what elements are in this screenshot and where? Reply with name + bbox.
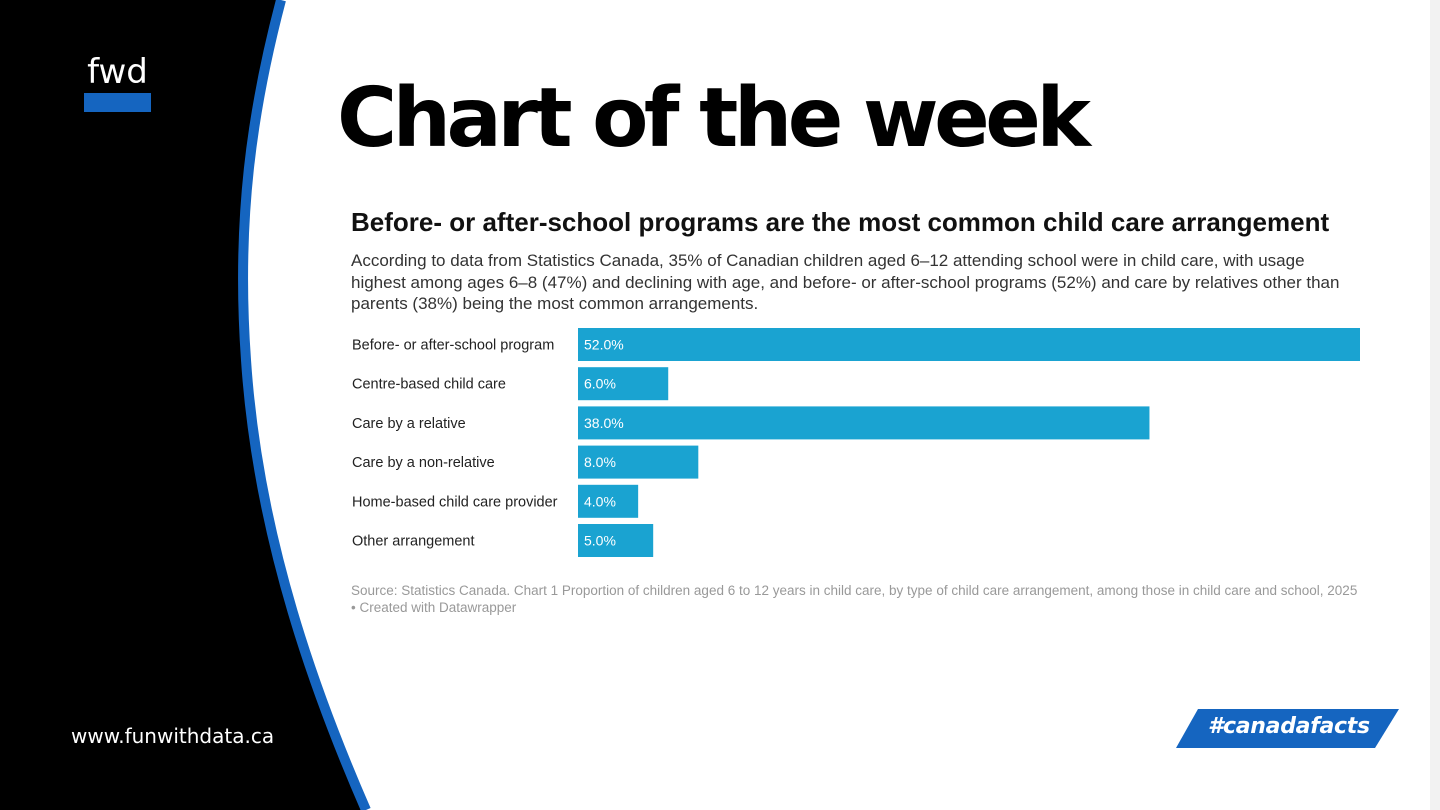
hashtag-badge-shape <box>1176 709 1399 748</box>
bar-care-by-a-relative <box>578 406 1150 440</box>
blue-curve-accent <box>238 0 371 810</box>
chart-source: Source: Statistics Canada. Chart 1 Propo… <box>351 583 1358 615</box>
category-label-before-or-after-school-program: Before- or after-school program <box>352 338 554 354</box>
bar-before-or-after-school-program <box>578 328 1360 361</box>
value-label-home-based-child-care-provider: 4.0% <box>584 493 616 509</box>
bar-home-based-child-care-provider <box>578 484 639 518</box>
bar-chart: Before- or after-school program 52.0% Cent… <box>352 328 1360 557</box>
category-label-care-by-a-relative: Care by a relative <box>352 416 466 432</box>
fwd-logo: fwd <box>84 52 151 112</box>
category-label-home-based-child-care-provider: Home-based child care provider <box>352 494 558 510</box>
hashtag-text: #canadafacts <box>1208 714 1370 739</box>
category-label-other-arrangement: Other arrangement <box>352 534 475 550</box>
logo-text: fwd <box>87 52 148 92</box>
value-label-centre-based-child-care: 6.0% <box>584 376 616 392</box>
page-title: Chart of the week <box>337 71 1091 166</box>
category-label-care-by-a-non-relative: Care by a non-relative <box>352 455 495 471</box>
bar-other-arrangement <box>578 524 654 557</box>
category-label-centre-based-child-care: Centre-based child care <box>352 377 506 393</box>
value-label-before-or-after-school-program: 52.0% <box>584 337 624 353</box>
chart-description: According to data from Statistics Canada… <box>351 251 1340 313</box>
black-side-panel <box>0 0 366 810</box>
right-edge-stripe <box>1430 0 1440 810</box>
bar-centre-based-child-care <box>578 367 669 401</box>
bar-care-by-a-non-relative <box>578 445 699 479</box>
value-label-care-by-a-non-relative: 8.0% <box>584 454 616 470</box>
value-label-other-arrangement: 5.0% <box>584 533 616 549</box>
chart-title: Before- or after-school programs are the… <box>351 207 1330 237</box>
value-label-care-by-a-relative: 38.0% <box>584 415 624 431</box>
logo-underline-bar <box>84 93 151 112</box>
website-url: www.funwithdata.ca <box>71 724 275 748</box>
hashtag-badge <box>1176 709 1399 748</box>
